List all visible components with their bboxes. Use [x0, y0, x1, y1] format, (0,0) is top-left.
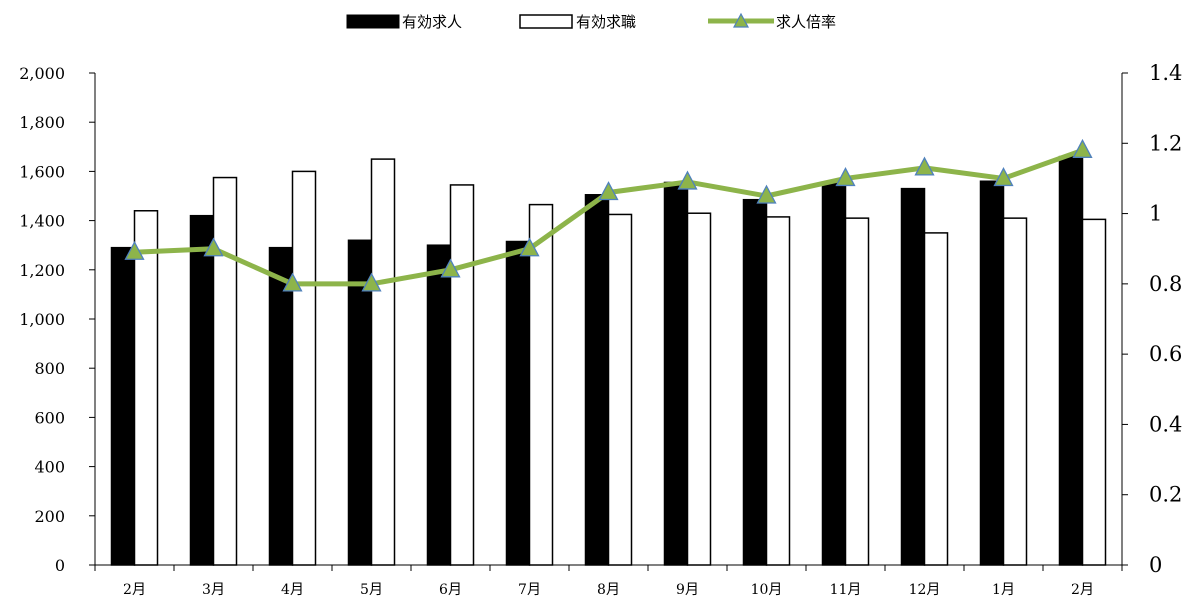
right-tick-label: 1.2	[1149, 131, 1182, 155]
bar-job-offers	[584, 194, 610, 566]
bar-job-seekers	[607, 213, 633, 566]
left-tick-label: 1,800	[19, 113, 65, 132]
left-tick-label: 1,200	[19, 261, 65, 280]
ratio-marker	[756, 184, 777, 204]
bar-job-offers	[663, 181, 689, 566]
legend-item-ratio: 求人倍率	[708, 12, 836, 31]
bar-job-offers	[505, 240, 531, 566]
ratio-marker	[361, 272, 382, 292]
x-tick-label: 2月	[1071, 582, 1094, 598]
bar-job-seekers	[923, 232, 949, 566]
legend-label-ratio: 求人倍率	[776, 13, 836, 31]
left-tick-label: 200	[34, 507, 65, 526]
legend-label-job-seekers: 有効求職	[576, 13, 636, 31]
left-tick-label: 1,000	[19, 310, 65, 329]
ratio-marker	[440, 258, 461, 278]
left-tick-label: 2,000	[19, 64, 65, 83]
left-tick-label: 0	[55, 556, 65, 575]
right-tick-label: 0.6	[1149, 342, 1182, 366]
ratio-line-series	[124, 138, 1093, 292]
bar-job-seekers	[212, 176, 238, 566]
bar-job-seekers	[1081, 218, 1107, 566]
legend-swatch-job-seekers	[519, 14, 573, 29]
bar-job-offers	[900, 187, 926, 566]
x-tick-label: 7月	[518, 582, 541, 598]
ratio-marker	[203, 237, 224, 257]
x-tick-label: 11月	[830, 582, 862, 598]
right-tick-label: 0.2	[1149, 483, 1182, 507]
axes: 0 200 400 600 800 1,000 1,200 1,400 1,600 1,800 2,…	[19, 61, 1182, 598]
left-tick-label: 1,600	[19, 162, 65, 181]
ratio-marker	[993, 167, 1014, 187]
bar-job-seekers	[370, 158, 396, 566]
left-tick-label: 600	[34, 408, 65, 427]
x-tick-label: 3月	[202, 582, 225, 598]
right-tick-label: 0.4	[1149, 412, 1182, 436]
legend-item-job-seekers: 有効求職	[519, 13, 636, 31]
x-tick-label: 10月	[751, 582, 783, 598]
bar-job-offers	[742, 198, 768, 566]
right-tick-label: 0.8	[1149, 272, 1182, 296]
legend-label-job-offers: 有効求人	[402, 13, 462, 31]
right-tick-label: 1.4	[1149, 61, 1182, 85]
legend-marker-ratio	[732, 12, 750, 28]
bar-job-seekers	[686, 212, 712, 566]
bar-job-seekers	[449, 184, 475, 566]
ratio-marker	[124, 240, 145, 260]
x-tick-label: 6月	[439, 582, 462, 598]
bar-job-seekers	[528, 203, 554, 566]
ratio-marker	[598, 181, 619, 201]
legend: 有効求人 有効求職 求人倍率	[346, 12, 836, 31]
ratio-marker	[914, 156, 935, 176]
ratio-marker	[835, 167, 856, 187]
x-tick-label: 1月	[992, 582, 1015, 598]
bar-job-seekers	[1002, 217, 1028, 566]
x-tick-label: 5月	[360, 582, 383, 598]
bar-job-offers	[110, 246, 136, 566]
bar-job-seekers	[844, 217, 870, 566]
left-tick-label: 1,400	[19, 212, 65, 231]
right-tick-label: 0	[1149, 553, 1162, 577]
bar-job-seekers	[291, 170, 317, 566]
x-tick-label: 8月	[597, 582, 620, 598]
ratio-marker	[1072, 138, 1093, 158]
x-tick-label: 9月	[676, 582, 699, 598]
bar-job-offers	[189, 214, 215, 566]
legend-swatch-job-offers	[346, 14, 400, 29]
bar-job-offers	[426, 244, 452, 566]
bar-job-offers	[979, 180, 1005, 566]
ratio-marker	[677, 170, 698, 190]
bar-job-offers	[268, 246, 294, 566]
x-tick-label: 4月	[281, 582, 304, 598]
right-tick-label: 1	[1149, 202, 1162, 226]
left-tick-label: 400	[34, 458, 65, 477]
bar-job-offers	[1058, 155, 1084, 566]
x-tick-label: 12月	[909, 582, 941, 598]
bars	[110, 155, 1107, 566]
legend-item-job-offers: 有効求人	[346, 13, 462, 31]
ratio-marker	[519, 237, 540, 257]
left-tick-label: 800	[34, 359, 65, 378]
bar-job-seekers	[765, 216, 791, 566]
x-tick-label: 2月	[123, 582, 146, 598]
bar-job-seekers	[133, 210, 159, 566]
bar-job-offers	[821, 181, 847, 566]
ratio-marker	[282, 272, 303, 292]
